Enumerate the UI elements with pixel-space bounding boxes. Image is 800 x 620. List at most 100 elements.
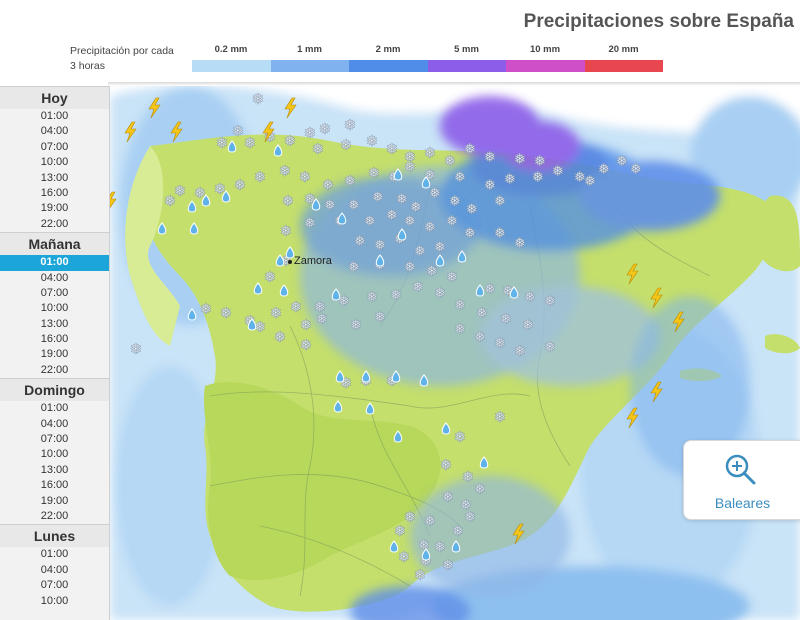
raindrop-icon [333,400,343,413]
lightning-icon [650,381,663,403]
time-slot[interactable]: 13:00 [40,463,69,476]
snowflake-icon: ❅ [312,140,325,158]
raindrop-icon [389,540,399,553]
snowflake-icon: ❅ [344,172,357,190]
time-slot[interactable]: 01:00 [40,402,69,415]
raindrop-icon [275,254,285,267]
magnifier-icon [725,454,756,485]
snowflake-icon: ❅ [300,316,313,334]
day-header: Lunes [0,524,109,548]
snowflake-icon: ❅ [279,162,292,180]
time-slot[interactable]: 13:00 [40,171,69,184]
precipitation-map[interactable]: ❅ ❅ ❅ ❅ ❅ ❅ ❅ ❅ ❅ ❅ ❅ ❅ ❅ ❅ ❅ ❅ ❅ ❅ ❅ ❅ ❅ ❅ ❅ ❅ ❅ ❅ ❅ ❅ ❅ ❅ ❅ ❅ ❅ ❅ ❅ ❅ ❅ ❅ ❅ ❅… [110,86,800,620]
snowflake-icon: ❅ [130,340,143,358]
time-sidebar: Hoy 01:00 04:00 07:00 10:00 13:00 16:00 19:00 22… [0,86,110,620]
precipitation-heavy [300,96,750,620]
raindrop-icon [451,540,461,553]
snowflake-icon: ❅ [366,132,379,150]
time-slot[interactable]: 19:00 [40,494,69,507]
raindrop-icon [187,200,197,213]
lightning-icon [284,97,297,119]
snowflake-icon: ❅ [404,158,417,176]
snowflake-icon: ❅ [214,180,227,198]
lightning-icon [124,121,137,143]
lightning-icon [626,263,639,285]
raindrop-icon [285,246,295,259]
snowflake-icon: ❅ [424,144,437,162]
time-slot[interactable]: 04:00 [40,125,69,138]
snowflake-icon: ❅ [412,278,425,296]
snowflake-icon: ❅ [440,456,453,474]
map-svg: ❅ ❅ ❅ ❅ ❅ ❅ ❅ ❅ ❅ ❅ ❅ ❅ ❅ ❅ ❅ ❅ ❅ ❅ ❅ ❅ ❅ ❅ ❅ ❅ ❅ ❅ ❅ ❅ ❅ ❅ ❅ ❅ ❅ ❅ ❅ ❅ ❅ ❅ ❅ ❅… [110,86,800,620]
snowflake-icon: ❅ [220,304,233,322]
lightning-icon [512,523,525,545]
time-slot[interactable]: 04:00 [40,271,69,284]
lightning-icon [672,311,685,333]
time-slot[interactable]: 04:00 [40,563,69,576]
legend-swatch [506,60,585,72]
time-slot[interactable]: 22:00 [40,509,69,522]
time-slot[interactable]: 13:00 [40,317,69,330]
snowflake-icon: ❅ [462,468,475,486]
time-slot[interactable]: 01:00 [40,110,69,122]
snowflake-icon: ❅ [299,168,312,186]
time-slot[interactable]: 10:00 [40,594,69,607]
snowflake-icon: ❅ [338,292,351,310]
snowflake-icon: ❅ [504,170,517,188]
snowflake-icon: ❅ [316,310,329,328]
raindrop-icon [419,374,429,387]
time-slot[interactable]: 07:00 [40,579,69,592]
snowflake-icon: ❅ [324,196,337,214]
snowflake-icon: ❅ [484,176,497,194]
snowflake-icon: ❅ [252,90,265,108]
snowflake-icon: ❅ [584,172,597,190]
snowflake-icon: ❅ [396,190,409,208]
time-slot[interactable]: 10:00 [40,156,69,169]
raindrop-icon [441,422,451,435]
snowflake-icon: ❅ [454,428,467,446]
raindrop-icon [311,198,321,211]
baleares-label: Baleares [714,495,771,511]
lightning-icon [650,287,663,309]
snowflake-icon: ❅ [454,296,467,314]
time-slot[interactable]: 16:00 [40,186,69,199]
snowflake-icon: ❅ [514,342,527,360]
time-slot[interactable]: 07:00 [40,140,69,153]
snowflake-icon: ❅ [216,134,229,152]
snowflake-icon: ❅ [494,408,507,426]
time-slot[interactable]: 07:00 [40,286,69,299]
snowflake-icon: ❅ [552,162,565,180]
time-slot[interactable]: 10:00 [40,448,69,461]
snowflake-icon: ❅ [364,212,377,230]
time-slot[interactable]: 22:00 [40,217,69,230]
snowflake-icon: ❅ [319,120,332,138]
snowflake-icon: ❅ [374,308,387,326]
baleares-button[interactable]: Baleares [683,440,800,520]
snowflake-icon: ❅ [304,214,317,232]
raindrop-icon [201,194,211,207]
raindrop-icon [421,176,431,189]
time-slot[interactable]: 04:00 [40,417,69,430]
time-slot[interactable]: 19:00 [40,348,69,361]
time-slot[interactable]: 16:00 [40,333,69,346]
lightning-icon [262,121,275,143]
time-slot[interactable]: 01:00 [40,548,69,561]
snowflake-icon: ❅ [300,336,313,354]
snowflake-icon: ❅ [574,168,587,186]
time-slot[interactable]: 22:00 [40,363,69,376]
snowflake-icon: ❅ [476,304,489,322]
snowflake-icon: ❅ [340,136,353,154]
snowflake-icon: ❅ [616,152,629,170]
raindrop-icon [331,288,341,301]
day-header: Mañana [0,232,109,256]
time-slot[interactable]: 07:00 [40,433,69,446]
time-slot[interactable]: 16:00 [40,479,69,492]
snowflake-icon: ❅ [404,148,417,166]
snowflake-icon: ❅ [630,160,643,178]
time-slot[interactable]: 10:00 [40,302,69,315]
time-slot[interactable]: 19:00 [40,202,69,215]
legend-caption: Precipitación por cada 3 horas [70,45,174,72]
time-slot[interactable]: 01:00 [0,255,109,271]
snowflake-icon: ❅ [484,280,497,298]
raindrop-icon [435,254,445,267]
